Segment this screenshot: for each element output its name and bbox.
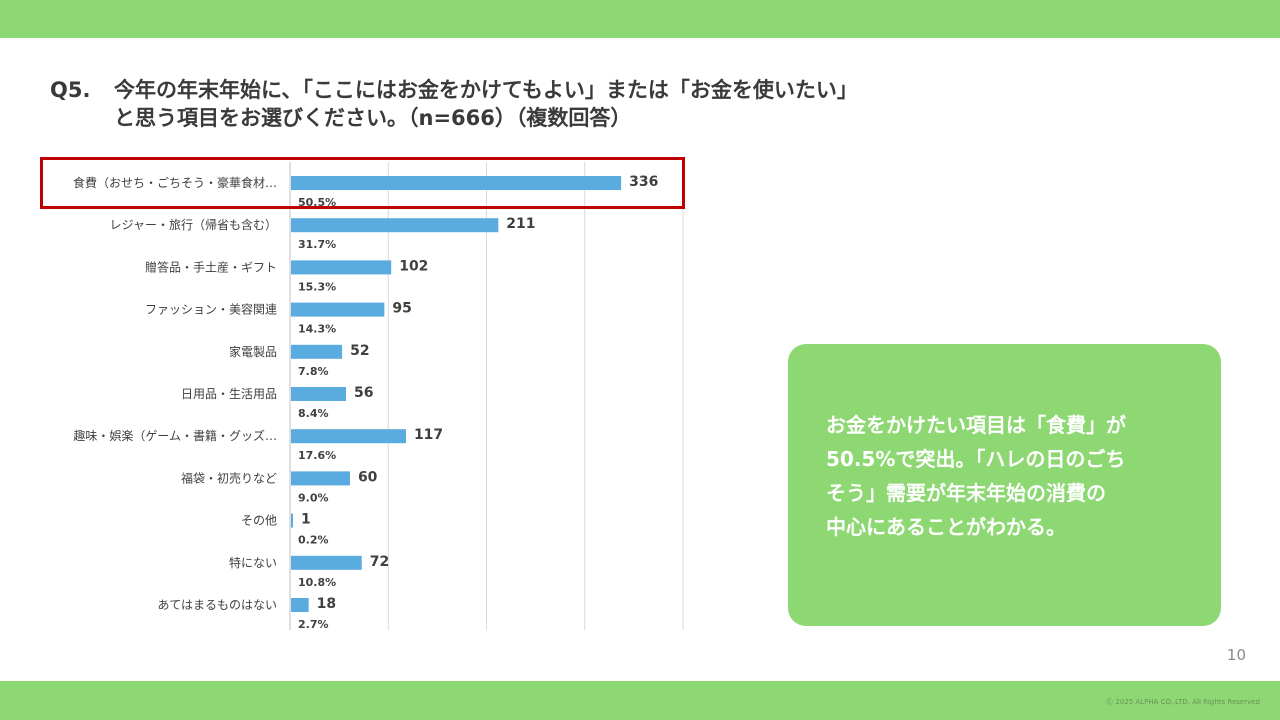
percent-label: 7.8%: [298, 365, 329, 378]
value-label: 117: [414, 427, 443, 443]
value-label: 95: [392, 301, 411, 317]
value-label: 60: [358, 469, 378, 485]
percent-label: 8.4%: [298, 407, 329, 420]
value-label: 336: [629, 174, 658, 190]
percent-label: 15.3%: [298, 280, 336, 293]
bar: [291, 429, 406, 444]
bar: [291, 176, 622, 190]
category-label: 食費（おせち・ごちそう・豪華食材…: [73, 175, 277, 190]
bar: [291, 260, 392, 275]
percent-label: 31.7%: [298, 238, 336, 251]
category-label: 日用品・生活用品: [181, 387, 277, 401]
percent-label: 2.7%: [298, 618, 329, 631]
value-label: 211: [506, 216, 535, 232]
bar: [291, 218, 499, 233]
bar: [291, 471, 350, 486]
callout-box: お金をかけたい項目は「食費」が 50.5%で突出。「ハレの日のごち そう」需要が…: [788, 344, 1221, 626]
category-label: ファッション・美容関連: [145, 302, 277, 317]
bar: [291, 513, 293, 528]
value-label: 72: [370, 554, 389, 570]
bottom-band: [0, 681, 1280, 720]
category-label: あてはまるものはない: [157, 598, 277, 612]
percent-label: 0.2%: [298, 534, 329, 547]
chart-gridlines: [289, 162, 684, 631]
title-line-1: 今年の年末年始に、「ここにはお金をかけてもよい」または「お金を使いたい」: [114, 78, 858, 102]
bar: [291, 344, 343, 359]
percent-label: 9.0%: [298, 491, 329, 504]
chart-bars: [291, 176, 622, 612]
percent-label: 50.5%: [298, 196, 336, 209]
callout-text: お金をかけたい項目は「食費」が 50.5%で突出。「ハレの日のごち そう」需要が…: [826, 413, 1126, 539]
bar: [291, 387, 347, 401]
value-label: 18: [317, 596, 336, 612]
page-number: 10: [1226, 646, 1246, 664]
top-band: [0, 0, 1280, 38]
category-label: 家電製品: [229, 344, 277, 359]
category-label: 趣味・娯楽（ゲーム・書籍・グッズ…: [73, 428, 277, 443]
question-number: Q5.: [50, 78, 91, 102]
copyright: Ⓒ 2025 ALPHA CO.,LTD. All Rights Reserve…: [1106, 698, 1260, 706]
percent-label: 17.6%: [298, 449, 336, 462]
category-label: 福袋・初売りなど: [181, 470, 277, 485]
title-line-2: と思う項目をお選びください。（n=666）（複数回答）: [114, 106, 632, 130]
highlight-box: [40, 157, 685, 209]
value-label: 102: [399, 258, 428, 274]
category-label: 贈答品・手土産・ギフト: [145, 259, 277, 274]
percent-label: 10.8%: [298, 576, 336, 589]
bar: [291, 302, 385, 317]
category-label: 特にない: [229, 555, 277, 570]
value-label: 1: [301, 512, 311, 528]
category-label: その他: [241, 514, 277, 528]
chart-labels: 食費（おせち・ごちそう・豪華食材… 336 50.5% レジャー・旅行（帰省も含む） 2…: [73, 174, 658, 631]
value-label: 56: [354, 385, 373, 401]
percent-label: 14.3%: [298, 323, 336, 336]
value-label: 52: [350, 343, 369, 359]
category-label: レジャー・旅行（帰省も含む）: [110, 217, 277, 232]
bar: [291, 555, 362, 570]
bar: [291, 598, 309, 612]
